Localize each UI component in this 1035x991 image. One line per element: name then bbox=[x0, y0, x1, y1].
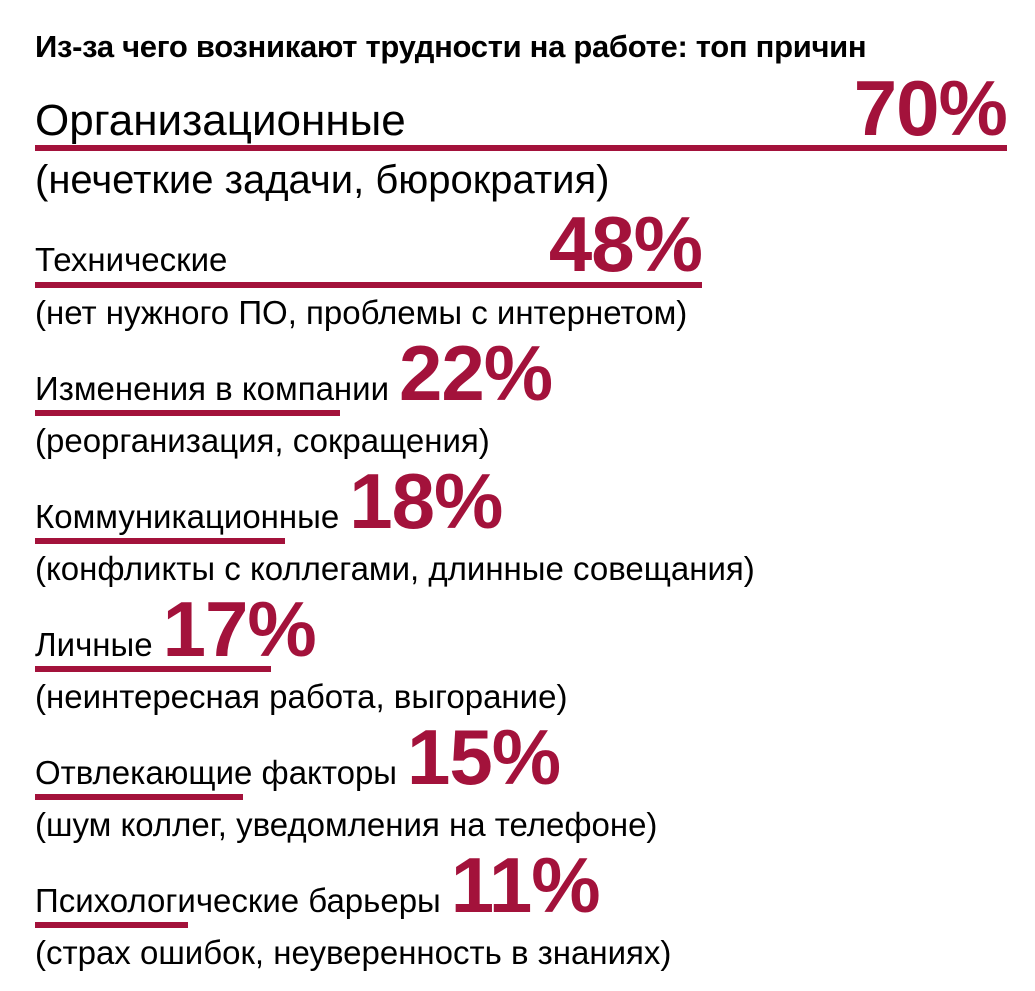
chart-item: Коммуникационные 18% (конфликты с коллег… bbox=[35, 456, 1007, 588]
value-label: 11% bbox=[450, 841, 601, 929]
value-label: 17% bbox=[162, 584, 317, 673]
category-label: Коммуникационные bbox=[35, 497, 340, 535]
item-row: Личные 17% bbox=[35, 584, 1007, 673]
category-description: (реорганизация, сокращения) bbox=[35, 421, 490, 459]
bar bbox=[35, 409, 341, 416]
bar bbox=[35, 537, 285, 544]
bar bbox=[35, 794, 244, 801]
bar bbox=[35, 665, 272, 672]
category-description: (нет нужного ПО, проблемы с интернетом) bbox=[35, 293, 688, 331]
value-label: 70% bbox=[853, 64, 1008, 153]
item-row: Технические 48% bbox=[35, 200, 1007, 289]
category-label: Технические bbox=[35, 241, 228, 279]
bar bbox=[35, 922, 188, 929]
value-label: 48% bbox=[548, 200, 703, 289]
category-label: Организационные bbox=[35, 96, 406, 146]
chart-item: Организационные 70% (нечеткие задачи, бю… bbox=[35, 64, 1008, 203]
item-row: Организационные 70% bbox=[35, 64, 1008, 153]
chart-item: Изменения в компании 22% (реорганизация,… bbox=[35, 328, 1007, 460]
item-row: Психологические барьеры 11% bbox=[35, 841, 1007, 929]
category-description: (страх ошибок, неуверенность в знаниях) bbox=[35, 934, 672, 972]
category-label: Изменения в компании bbox=[35, 369, 390, 407]
value-label: 18% bbox=[349, 456, 503, 545]
item-row: Коммуникационные 18% bbox=[35, 456, 1007, 545]
category-description: (нечеткие задачи, бюрократия) bbox=[35, 158, 610, 203]
category-description: (неинтересная работа, выгорание) bbox=[35, 677, 568, 715]
bar bbox=[35, 281, 702, 288]
category-label: Отвлекающие факторы bbox=[35, 753, 398, 791]
category-label: Личные bbox=[35, 625, 153, 663]
chart-item: Психологические барьеры 11% (страх ошибо… bbox=[35, 841, 1007, 972]
item-row: Изменения в компании 22% bbox=[35, 328, 1007, 417]
bar bbox=[35, 145, 1007, 152]
category-label: Психологические барьеры bbox=[35, 882, 441, 919]
chart-title: Из-за чего возникают трудности на работе… bbox=[35, 29, 867, 64]
chart-item: Отвлекающие факторы 15% (шум коллег, уве… bbox=[35, 712, 1007, 844]
chart-item: Личные 17% (неинтересная работа, выгоран… bbox=[35, 584, 1007, 716]
value-label: 15% bbox=[407, 712, 561, 801]
category-description: (шум коллег, уведомления на телефоне) bbox=[35, 806, 658, 844]
value-label: 22% bbox=[399, 328, 553, 417]
category-description: (конфликты с коллегами, длинные совещани… bbox=[35, 549, 755, 587]
chart-item: Технические 48% (нет нужного ПО, проблем… bbox=[35, 200, 1007, 331]
item-row: Отвлекающие факторы 15% bbox=[35, 712, 1007, 801]
